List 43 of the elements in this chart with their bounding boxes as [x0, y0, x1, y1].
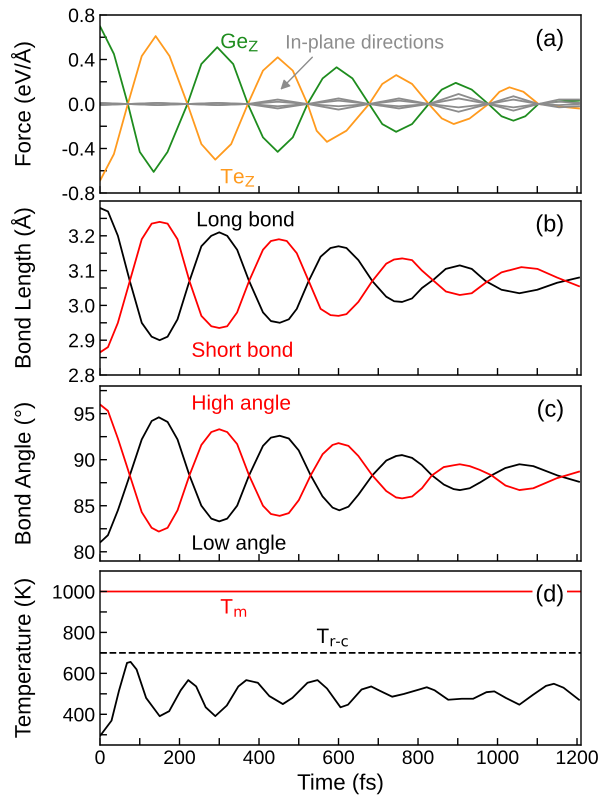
x-tick-label: 600 — [323, 750, 354, 764]
x-tick-label: 800 — [402, 750, 434, 764]
y-tick-label: 3.0 — [68, 298, 94, 313]
y-tick-label: -0.8 — [62, 186, 94, 200]
y-tick-label: 85 — [74, 499, 94, 513]
y-tick-label: 90 — [74, 453, 94, 467]
annotation: (d) — [536, 584, 563, 606]
x-axis-title: Time (fs) — [298, 774, 383, 794]
y-axis-title: Force (eV/Å) — [10, 42, 36, 166]
series-label: Low angle — [193, 534, 286, 554]
y-tick-label: 3.1 — [68, 264, 94, 278]
annotation: (a) — [536, 28, 563, 51]
series-label: High angle — [193, 394, 290, 414]
series-label: Te$_{Z}$ — [220, 168, 254, 187]
series-label: Short bond — [192, 342, 292, 357]
x-tick-label: 400 — [243, 750, 274, 764]
annotation: In-plane directions — [286, 34, 444, 53]
x-tick-label: 1200 — [556, 750, 598, 764]
y-tick-label: 600 — [64, 666, 94, 681]
y-tick-label: 1000 — [53, 584, 94, 599]
y-tick-label: 800 — [64, 626, 94, 640]
series-label: Long bond — [198, 211, 294, 231]
annotation: (b) — [536, 214, 563, 236]
y-axis-title: Bond Length (Å) — [10, 208, 36, 368]
x-tick-label: 1000 — [477, 750, 518, 764]
y-tick-label: 2.9 — [69, 334, 94, 348]
y-tick-label: 0.4 — [68, 52, 95, 67]
y-tick-label: 3.2 — [68, 229, 94, 244]
y-tick-label: 80 — [74, 545, 94, 560]
y-tick-label: -0.4 — [62, 142, 95, 156]
y-tick-label: 0.0 — [68, 97, 94, 112]
y-axis-title: Temperature (K) — [14, 579, 36, 738]
annotation: (c) — [538, 399, 563, 422]
series-label: Ge$_{Z}$ — [221, 33, 258, 52]
x-tick-label: 200 — [164, 750, 195, 764]
x-tick-label: 0 — [95, 750, 105, 764]
ref-line-label: T$_{r-c}$ — [316, 628, 348, 646]
ref-line-label: T$_{m}$ — [220, 599, 246, 617]
y-tick-label: 95 — [74, 407, 94, 421]
y-tick-label: 400 — [63, 708, 94, 722]
y-axis-title: Bond Angle (°) — [14, 403, 36, 544]
y-tick-label: 2.8 — [69, 368, 94, 382]
y-tick-label: 0.8 — [68, 8, 94, 22]
